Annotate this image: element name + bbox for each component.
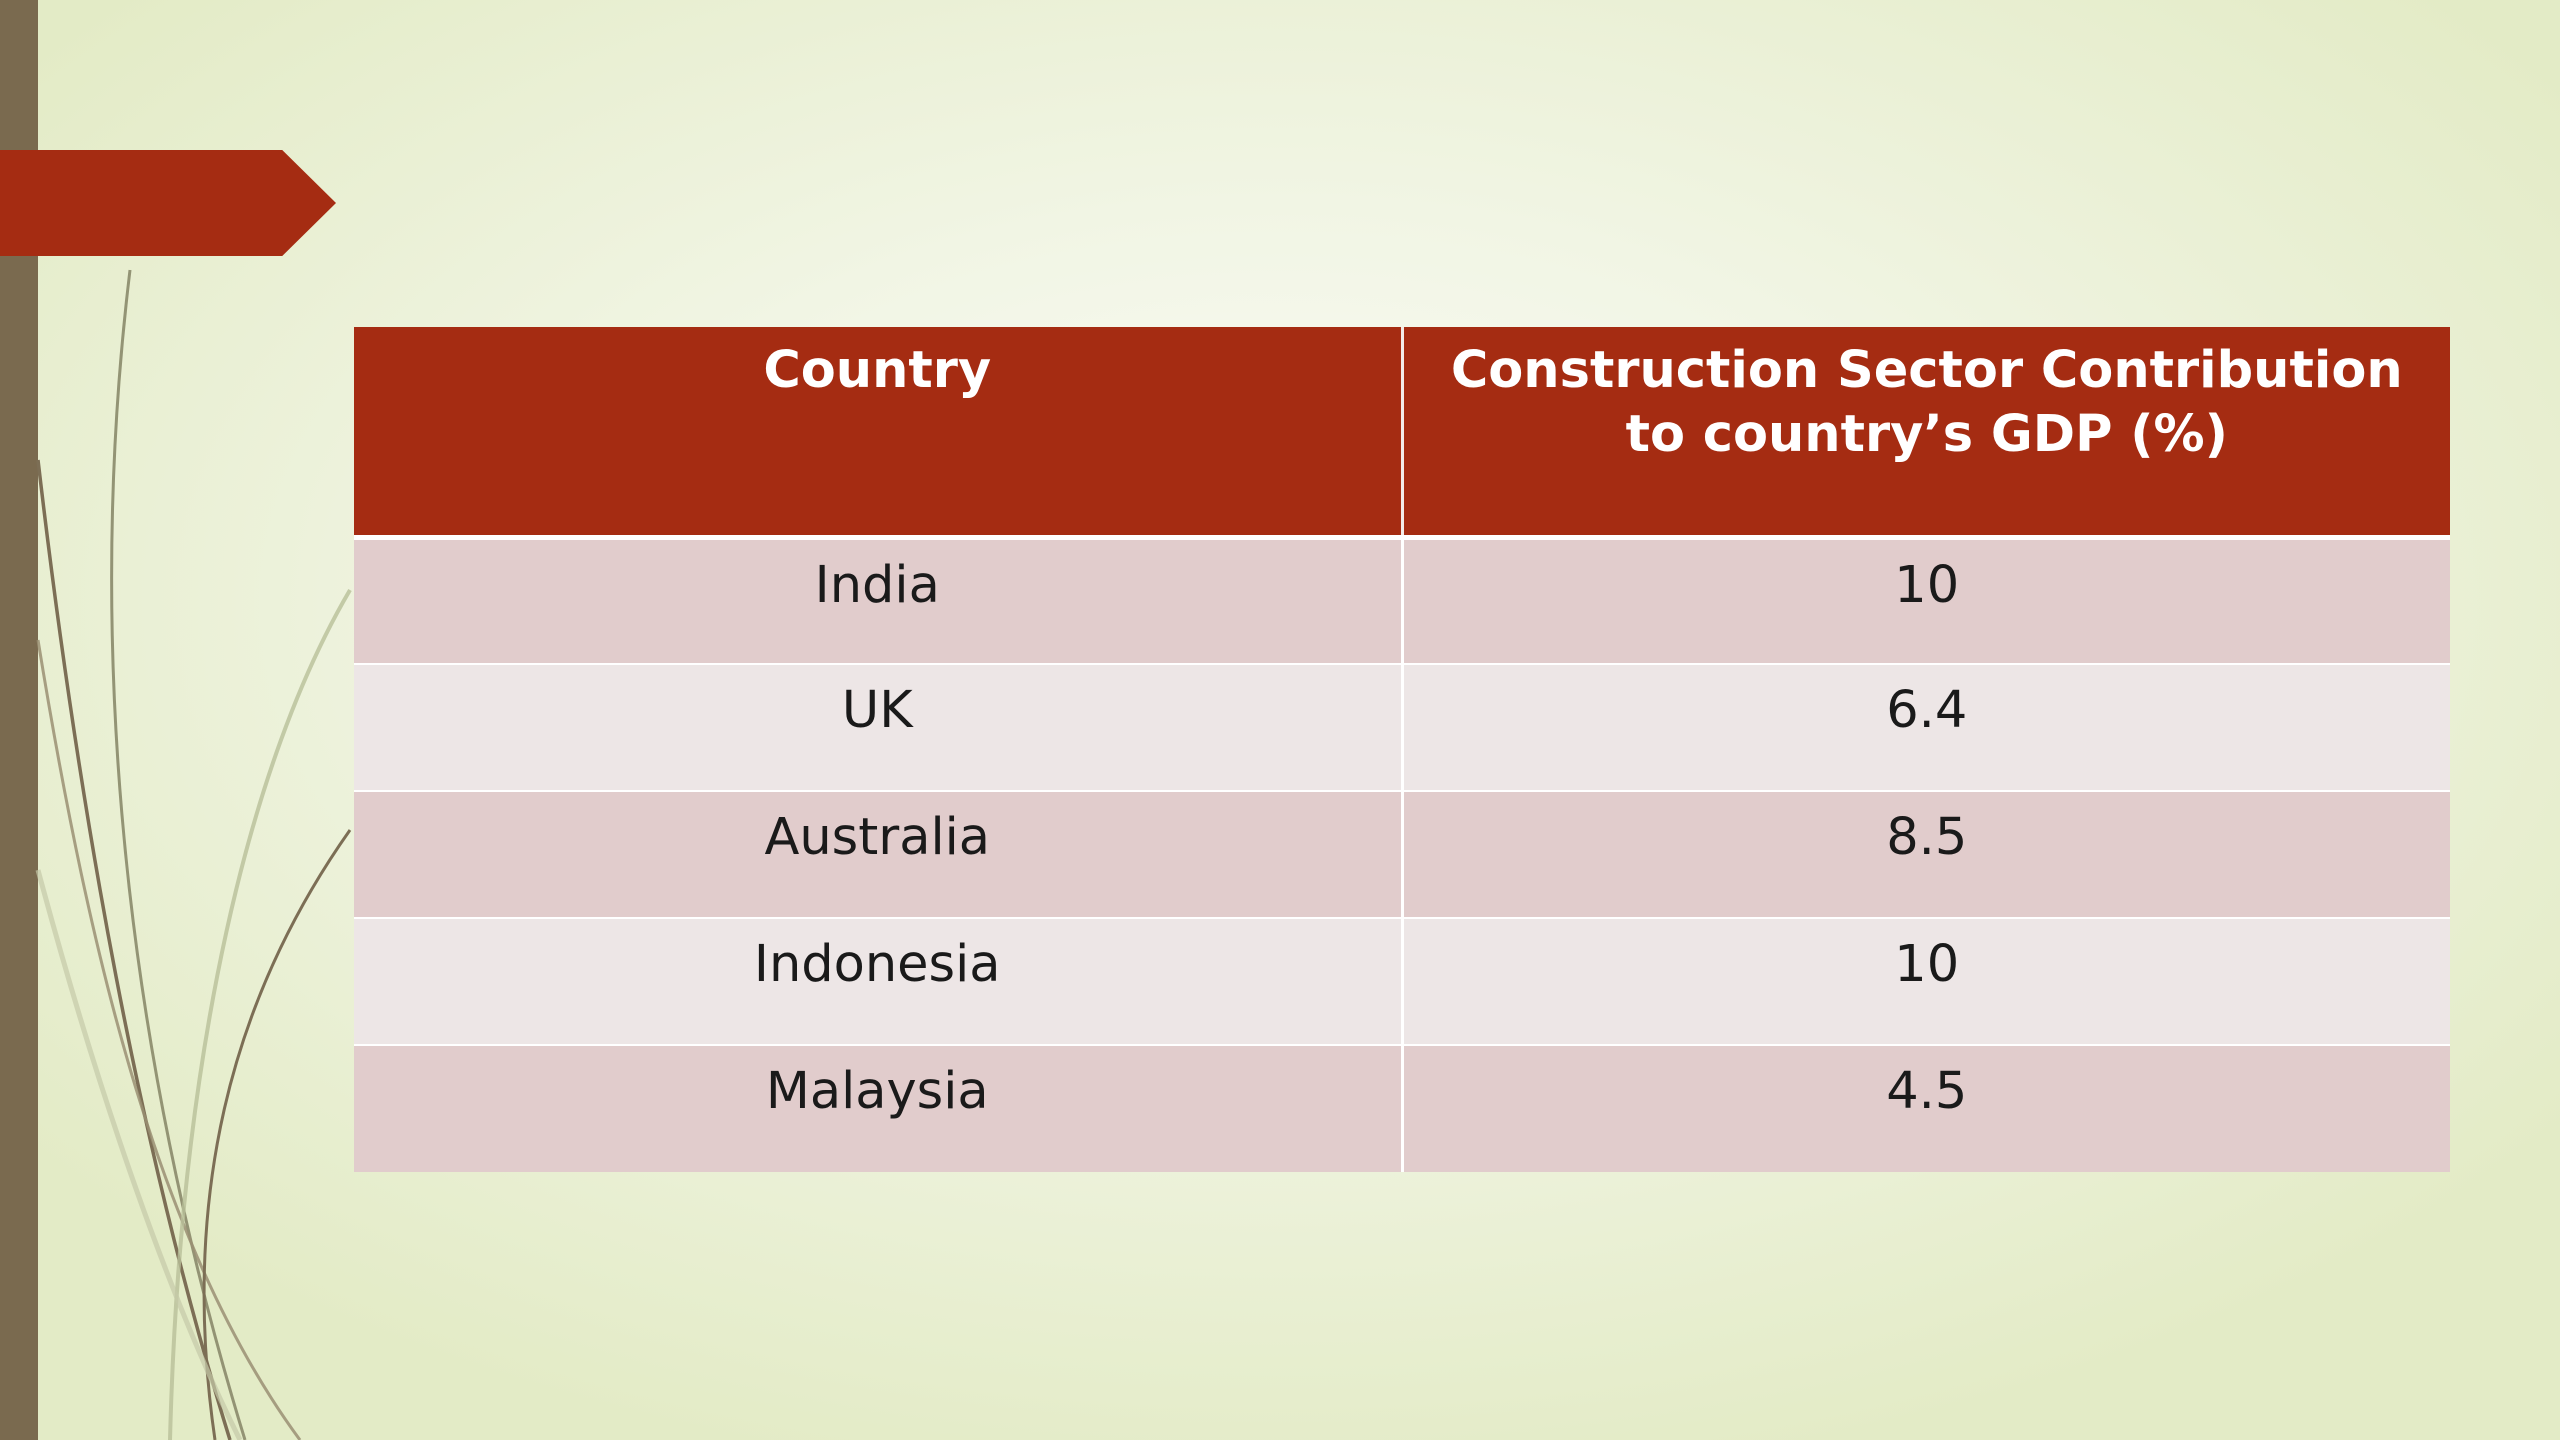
cell-gdp-value: 6.4 <box>1402 663 2450 791</box>
cell-gdp-value: 10 <box>1402 536 2450 664</box>
table-row: Australia 8.5 <box>354 790 2450 918</box>
cell-gdp-value: 8.5 <box>1402 790 2450 918</box>
cell-country: UK <box>354 663 1404 791</box>
header-country: Country <box>354 327 1404 540</box>
table-header-row: Country Construction Sector Contribution… <box>354 327 2450 540</box>
cell-country: Australia <box>354 790 1404 918</box>
cell-gdp-value: 10 <box>1402 917 2450 1045</box>
header-gdp-contribution: Construction Sector Contribution to coun… <box>1402 327 2450 540</box>
cell-country: Indonesia <box>354 917 1404 1045</box>
cell-country: Malaysia <box>354 1044 1404 1172</box>
table-row: India 10 <box>354 536 2450 664</box>
table-row: UK 6.4 <box>354 663 2450 791</box>
gdp-contribution-table: Country Construction Sector Contribution… <box>354 327 2450 1172</box>
table-row: Malaysia 4.5 <box>354 1044 2450 1172</box>
title-arrow-tab <box>0 150 336 256</box>
cell-country: India <box>354 536 1404 664</box>
decorative-grass-lines <box>35 269 400 1440</box>
table-row: Indonesia 10 <box>354 917 2450 1045</box>
cell-gdp-value: 4.5 <box>1402 1044 2450 1172</box>
